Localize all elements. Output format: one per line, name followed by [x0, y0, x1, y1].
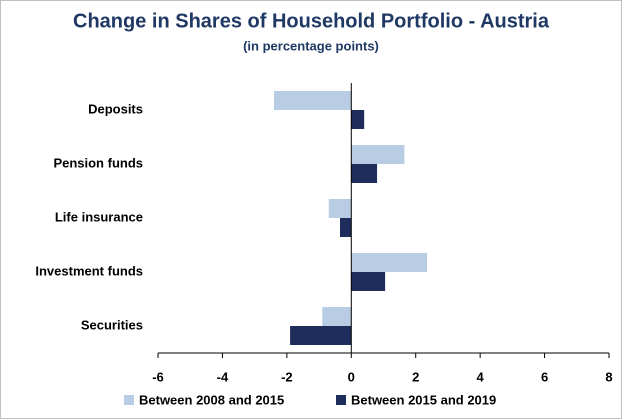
bar — [351, 110, 365, 129]
bar — [290, 326, 352, 345]
legend-swatch — [336, 395, 346, 405]
bar — [273, 91, 352, 110]
x-tick-label: -6 — [152, 369, 164, 384]
x-tick-label: 2 — [412, 369, 419, 384]
x-tick-label: 6 — [541, 369, 548, 384]
bar — [351, 253, 427, 272]
legend-label: Between 2008 and 2015 — [139, 392, 284, 407]
x-tick-label: -2 — [281, 369, 293, 384]
x-tick-label: 0 — [348, 369, 355, 384]
bar — [328, 199, 352, 218]
x-tick-label: 8 — [605, 369, 612, 384]
y-tick-label: Securities — [81, 317, 143, 332]
bar — [340, 218, 352, 237]
y-tick-label: Investment funds — [35, 263, 143, 278]
bar — [322, 307, 352, 326]
bar — [351, 145, 405, 164]
legend-label: Between 2015 and 2019 — [351, 392, 496, 407]
bar — [351, 272, 386, 291]
y-tick-label: Life insurance — [55, 209, 143, 224]
y-tick-label: Deposits — [88, 101, 143, 116]
chart-title: Change in Shares of Household Portfolio … — [73, 10, 550, 32]
bar — [351, 164, 378, 183]
y-tick-label: Pension funds — [53, 155, 143, 170]
x-tick-label: 4 — [477, 369, 485, 384]
chart-subtitle: (in percentage points) — [243, 38, 379, 53]
legend-swatch — [124, 395, 134, 405]
x-tick-label: -4 — [217, 369, 229, 384]
